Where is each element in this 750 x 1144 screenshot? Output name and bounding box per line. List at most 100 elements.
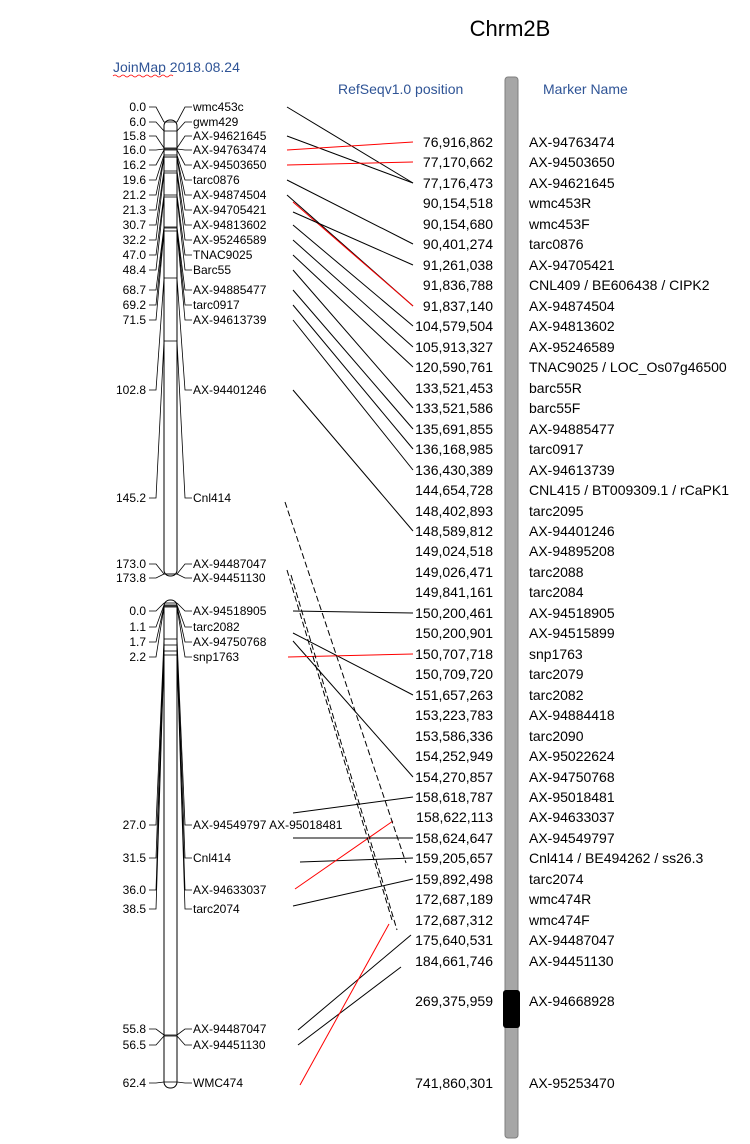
physical-marker-name: tarc2090 (529, 728, 584, 744)
cm-connector (149, 148, 165, 151)
physical-position: 149,841,161 (415, 584, 493, 600)
physical-marker-name: tarc2084 (529, 584, 584, 600)
physical-position: 90,154,680 (423, 216, 493, 232)
link-line (292, 254, 414, 368)
cm-position: 27.0 (123, 818, 147, 832)
genetic-marker-name: AX-94401246 (193, 383, 267, 397)
physical-marker-name: CNL415 / BT009309.1 / rCaPK1 (529, 482, 729, 498)
genetic-marker-name: gwm429 (193, 115, 239, 129)
physical-position: 154,252,949 (415, 748, 493, 764)
cm-position: 145.2 (116, 491, 146, 505)
link-line (292, 224, 414, 327)
physical-position: 269,375,959 (415, 993, 493, 1009)
physical-marker-name: TNAC9025 / LOC_Os07g46500 (529, 359, 727, 375)
physical-position: 150,200,901 (415, 625, 493, 641)
physical-marker-name: snp1763 (529, 646, 583, 662)
cm-connector (149, 227, 165, 306)
cm-position: 21.3 (123, 203, 147, 217)
cm-position: 16.0 (123, 143, 147, 157)
physical-position: 184,661,746 (415, 953, 493, 969)
physical-position: 150,707,718 (415, 646, 493, 662)
linkage-group-upper (163, 119, 178, 577)
physical-marker-name: AX-94813602 (529, 318, 615, 334)
genetic-marker-name: AX-94487047 (193, 557, 267, 571)
genetic-marker-name: AX-94750768 (193, 635, 267, 649)
physical-marker-name: tarc0917 (529, 441, 584, 457)
cm-position: 55.8 (123, 1022, 147, 1036)
physical-position: 153,223,783 (415, 707, 493, 723)
physical-marker-name: AX-94895208 (529, 543, 615, 559)
cm-position: 48.4 (123, 263, 147, 277)
marker-column-header: Marker Name (543, 81, 628, 97)
genetic-marker-name: Cnl414 (193, 851, 231, 865)
cm-connector (149, 230, 165, 321)
physical-position: 91,261,038 (423, 257, 493, 273)
physical-position: 120,590,761 (415, 359, 493, 375)
label-connector (176, 277, 192, 391)
physical-marker-name: barc55R (529, 380, 582, 396)
physical-marker-name: AX-94763474 (529, 134, 615, 150)
cm-connector (149, 340, 165, 499)
red-link-line (286, 141, 414, 151)
cm-position: 47.0 (123, 248, 147, 262)
cm-connector (149, 135, 165, 149)
label-connector (176, 602, 192, 612)
cm-connector (149, 602, 165, 612)
label-connector (176, 156, 192, 211)
physical-marker-name: AX-94668928 (529, 993, 615, 1009)
spellcheck-underline (112, 74, 174, 78)
genetic-marker-name: snp1763 (193, 650, 239, 664)
cm-connector (149, 654, 165, 910)
genetic-marker-name: AX-95246589 (193, 233, 267, 247)
physical-marker-name: AX-94515899 (529, 625, 615, 641)
genetic-marker-name: AX-94874504 (193, 188, 267, 202)
dashed-link-line (284, 501, 407, 864)
cm-connector (149, 1028, 165, 1036)
cm-position: 38.5 (123, 902, 147, 916)
label-connector (176, 638, 192, 826)
physical-position: 77,176,473 (423, 175, 493, 191)
red-link-line (299, 923, 390, 1086)
physical-position: 77,170,662 (423, 154, 493, 170)
cm-position: 32.2 (123, 233, 147, 247)
physical-marker-name: tarc2088 (529, 564, 584, 580)
label-connector (176, 654, 192, 910)
link-line (286, 106, 414, 184)
cm-position: 102.8 (116, 383, 146, 397)
physical-marker-name: AX-94401246 (529, 523, 615, 539)
cm-position: 6.0 (129, 115, 146, 129)
cm-connector (149, 638, 165, 826)
label-connector (176, 135, 192, 149)
cm-position: 0.0 (129, 604, 146, 618)
cm-connector (149, 644, 165, 859)
physical-position: 175,640,531 (415, 932, 493, 948)
physical-position: 135,691,855 (415, 421, 493, 437)
physical-marker-name: barc55F (529, 400, 580, 416)
cm-position: 68.7 (123, 283, 147, 297)
cm-position: 62.4 (123, 1076, 147, 1090)
link-line (297, 966, 402, 1046)
label-connector (176, 170, 192, 226)
physical-marker-name: AX-94451130 (529, 953, 614, 969)
genetic-marker-name: AX-94451130 (193, 1038, 266, 1052)
physical-position: 144,654,728 (415, 482, 493, 498)
cm-connector (149, 106, 165, 123)
cm-position: 21.2 (123, 188, 147, 202)
physical-position: 159,892,498 (415, 871, 493, 887)
label-connector (176, 172, 192, 241)
link-line (292, 319, 414, 471)
label-connector (176, 154, 192, 181)
genetic-marker-name: tarc2074 (193, 902, 240, 916)
cm-connector (149, 196, 165, 271)
link-line (292, 304, 414, 450)
physical-position: 158,618,787 (415, 789, 493, 805)
physical-position: 136,430,389 (415, 462, 493, 478)
physical-marker-name: wmc453F (528, 216, 590, 232)
label-connector (176, 573, 192, 579)
physical-position: 154,270,857 (415, 769, 493, 785)
physical-marker-name: AX-94487047 (529, 932, 615, 948)
physical-position: 90,154,518 (423, 195, 493, 211)
physical-position: 149,024,518 (415, 543, 493, 559)
cm-position: 2.2 (129, 650, 146, 664)
physical-marker-name: CNL409 / BE606438 / CIPK2 (529, 277, 710, 293)
